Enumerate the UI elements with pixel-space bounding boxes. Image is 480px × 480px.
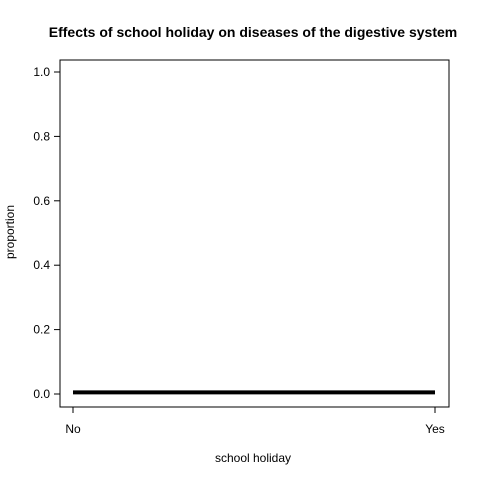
y-tick-label: 0.8	[33, 129, 50, 143]
plot-frame	[59, 59, 450, 408]
y-tick-label: 0.6	[33, 194, 50, 208]
y-tick-label: 1.0	[33, 65, 50, 79]
x-tick-label: Yes	[425, 422, 445, 436]
y-tick-label: 0.0	[33, 387, 50, 401]
y-tick-label: 0.4	[33, 258, 50, 272]
y-tick-label: 0.2	[33, 323, 50, 337]
y-axis: 0.0 0.2 0.4 0.6 0.8 1.0	[33, 65, 60, 401]
chart-title: Effects of school holiday on diseases of…	[49, 24, 457, 40]
x-tick-label: No	[65, 422, 81, 436]
x-axis-label: school holiday	[215, 451, 291, 465]
x-axis: No Yes	[65, 407, 445, 436]
y-axis-label: proportion	[3, 205, 17, 259]
